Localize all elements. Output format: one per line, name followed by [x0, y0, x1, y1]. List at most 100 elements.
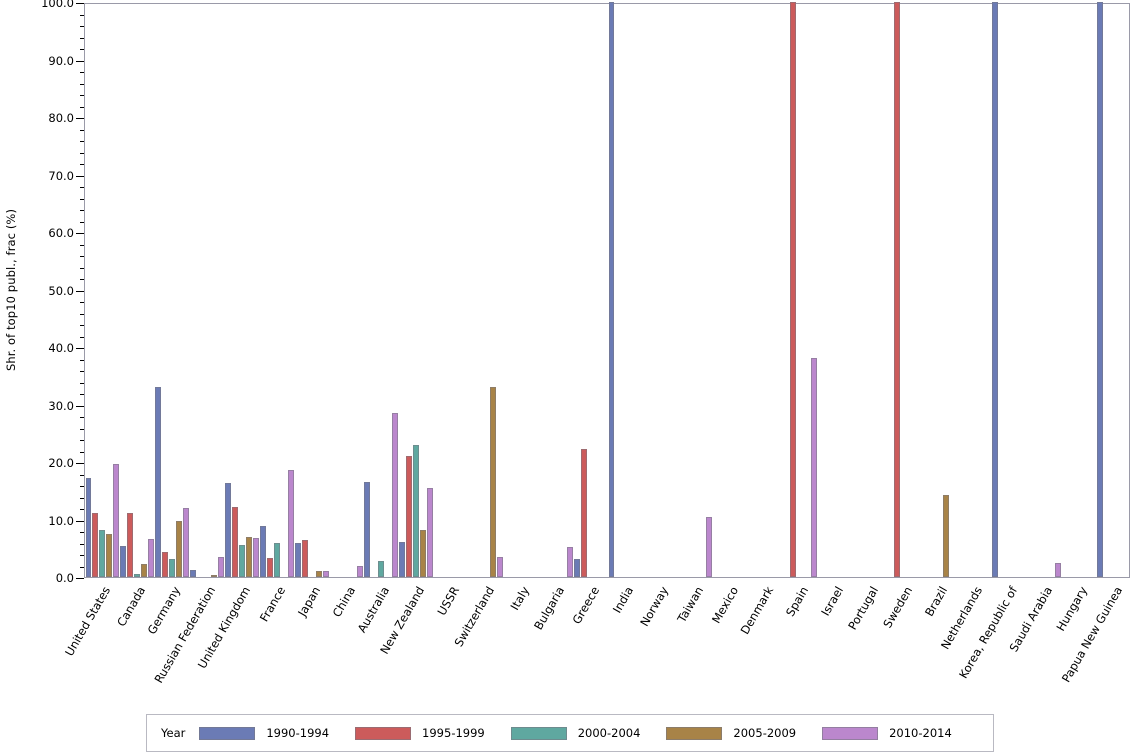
y-axis-minor-tick	[80, 83, 84, 85]
bar	[211, 575, 217, 577]
bar-group	[364, 4, 399, 577]
bar	[155, 387, 162, 577]
bar-group	[259, 4, 294, 577]
y-axis-minor-tick	[80, 451, 84, 453]
y-axis-tick-mark	[76, 290, 84, 292]
y-axis-minor-tick	[80, 382, 84, 384]
y-axis-tick-label: 30.0	[48, 398, 74, 413]
bar	[420, 530, 427, 577]
bar	[943, 495, 950, 577]
y-axis-minor-tick	[80, 336, 84, 338]
legend-item[interactable]: 2000-2004	[510, 726, 641, 740]
bar	[266, 558, 273, 577]
bar-group	[434, 4, 469, 577]
y-axis-minor-tick	[80, 497, 84, 499]
bar	[489, 387, 496, 577]
bar	[287, 470, 294, 577]
bar-group	[85, 4, 120, 577]
y-axis-minor-tick	[80, 486, 84, 487]
legend-color-swatch	[822, 726, 879, 740]
x-axis-tick-label-text: Greece	[569, 584, 602, 627]
y-axis-minor-tick	[80, 302, 84, 303]
bar-group	[922, 4, 957, 577]
bar	[406, 455, 413, 577]
legend-item[interactable]: 2010-2014	[822, 726, 952, 740]
y-axis-tick-mark	[76, 60, 84, 62]
y-axis-minor-tick	[80, 95, 84, 96]
bar-group	[1061, 4, 1096, 577]
legend-label: 2005-2009	[733, 726, 797, 740]
y-axis-tick-label: 50.0	[48, 283, 74, 298]
x-axis-tick-label-text: Sweden	[880, 584, 916, 631]
legend-item[interactable]: 1990-1994	[199, 726, 329, 740]
y-axis-minor-tick	[80, 221, 84, 223]
bar-group	[782, 2, 817, 577]
y-axis-tick-label: 60.0	[48, 226, 74, 240]
legend-label: 1990-1994	[266, 726, 330, 740]
x-axis-tick-label-text: Japan	[294, 584, 323, 619]
bars-layer	[85, 2, 1131, 577]
bar	[496, 557, 503, 577]
x-axis-tick-label-text: Italy	[507, 584, 532, 613]
y-axis-tick-mark	[76, 118, 84, 119]
y-axis-minor-tick	[80, 371, 84, 372]
bar-group	[224, 4, 259, 577]
bar	[992, 2, 999, 577]
bar	[99, 529, 106, 577]
bar-group	[608, 2, 643, 577]
y-axis-minor-tick	[80, 440, 84, 441]
bar	[789, 2, 796, 577]
bar	[183, 508, 190, 577]
y-axis-tick-mark	[76, 3, 84, 4]
x-axis-tick-label-text: USSR	[434, 584, 463, 618]
bar	[134, 573, 141, 577]
y-axis-tick-label: 80.0	[48, 111, 74, 125]
bar	[315, 571, 322, 577]
bar-group	[643, 4, 678, 577]
legend-label: 2000-2004	[577, 726, 641, 740]
legend-item[interactable]: 2005-2009	[666, 726, 796, 740]
legend-item[interactable]: 1995-1999	[355, 726, 485, 740]
y-axis-minor-tick	[80, 532, 84, 533]
bar	[252, 537, 259, 577]
bar	[1054, 563, 1061, 577]
bar-group	[329, 4, 364, 577]
y-axis-minor-tick	[80, 37, 84, 39]
bar	[120, 545, 127, 577]
y-axis-minor-tick	[80, 210, 84, 211]
bar	[92, 513, 99, 577]
bar	[566, 547, 573, 577]
y-axis-tick-label: 20.0	[48, 456, 74, 470]
bar	[580, 449, 587, 577]
bar-group	[992, 2, 1027, 577]
bar	[357, 566, 364, 577]
bar	[217, 556, 224, 577]
bar	[608, 2, 615, 577]
bar	[245, 536, 252, 577]
bar	[392, 412, 399, 577]
bar	[294, 543, 301, 577]
y-axis-minor-tick	[80, 129, 84, 131]
y-axis-minor-tick	[80, 566, 84, 568]
bar-group	[817, 4, 852, 577]
bar	[85, 478, 92, 577]
y-axis-tick-mark	[76, 463, 84, 464]
x-axis-tick-label-text: Australia	[354, 584, 393, 636]
y-axis-tick-mark	[76, 578, 84, 579]
legend-color-swatch	[355, 726, 412, 740]
bar-group	[503, 4, 538, 577]
legend-title: Year	[161, 726, 186, 740]
y-axis-minor-tick	[80, 325, 84, 326]
x-axis-tick-label-text: Israel	[817, 584, 846, 619]
y-axis-minor-tick	[80, 279, 84, 280]
legend-label: 1995-1999	[422, 726, 485, 740]
bar-group	[1096, 2, 1131, 577]
y-axis-tick-label: 70.0	[48, 168, 74, 183]
legend-color-swatch	[510, 726, 567, 740]
bar	[141, 563, 148, 577]
bar-group	[713, 4, 748, 577]
x-axis-tick-label-text: United States	[62, 584, 114, 659]
y-axis-minor-tick	[80, 509, 84, 510]
bar-group	[469, 4, 504, 577]
